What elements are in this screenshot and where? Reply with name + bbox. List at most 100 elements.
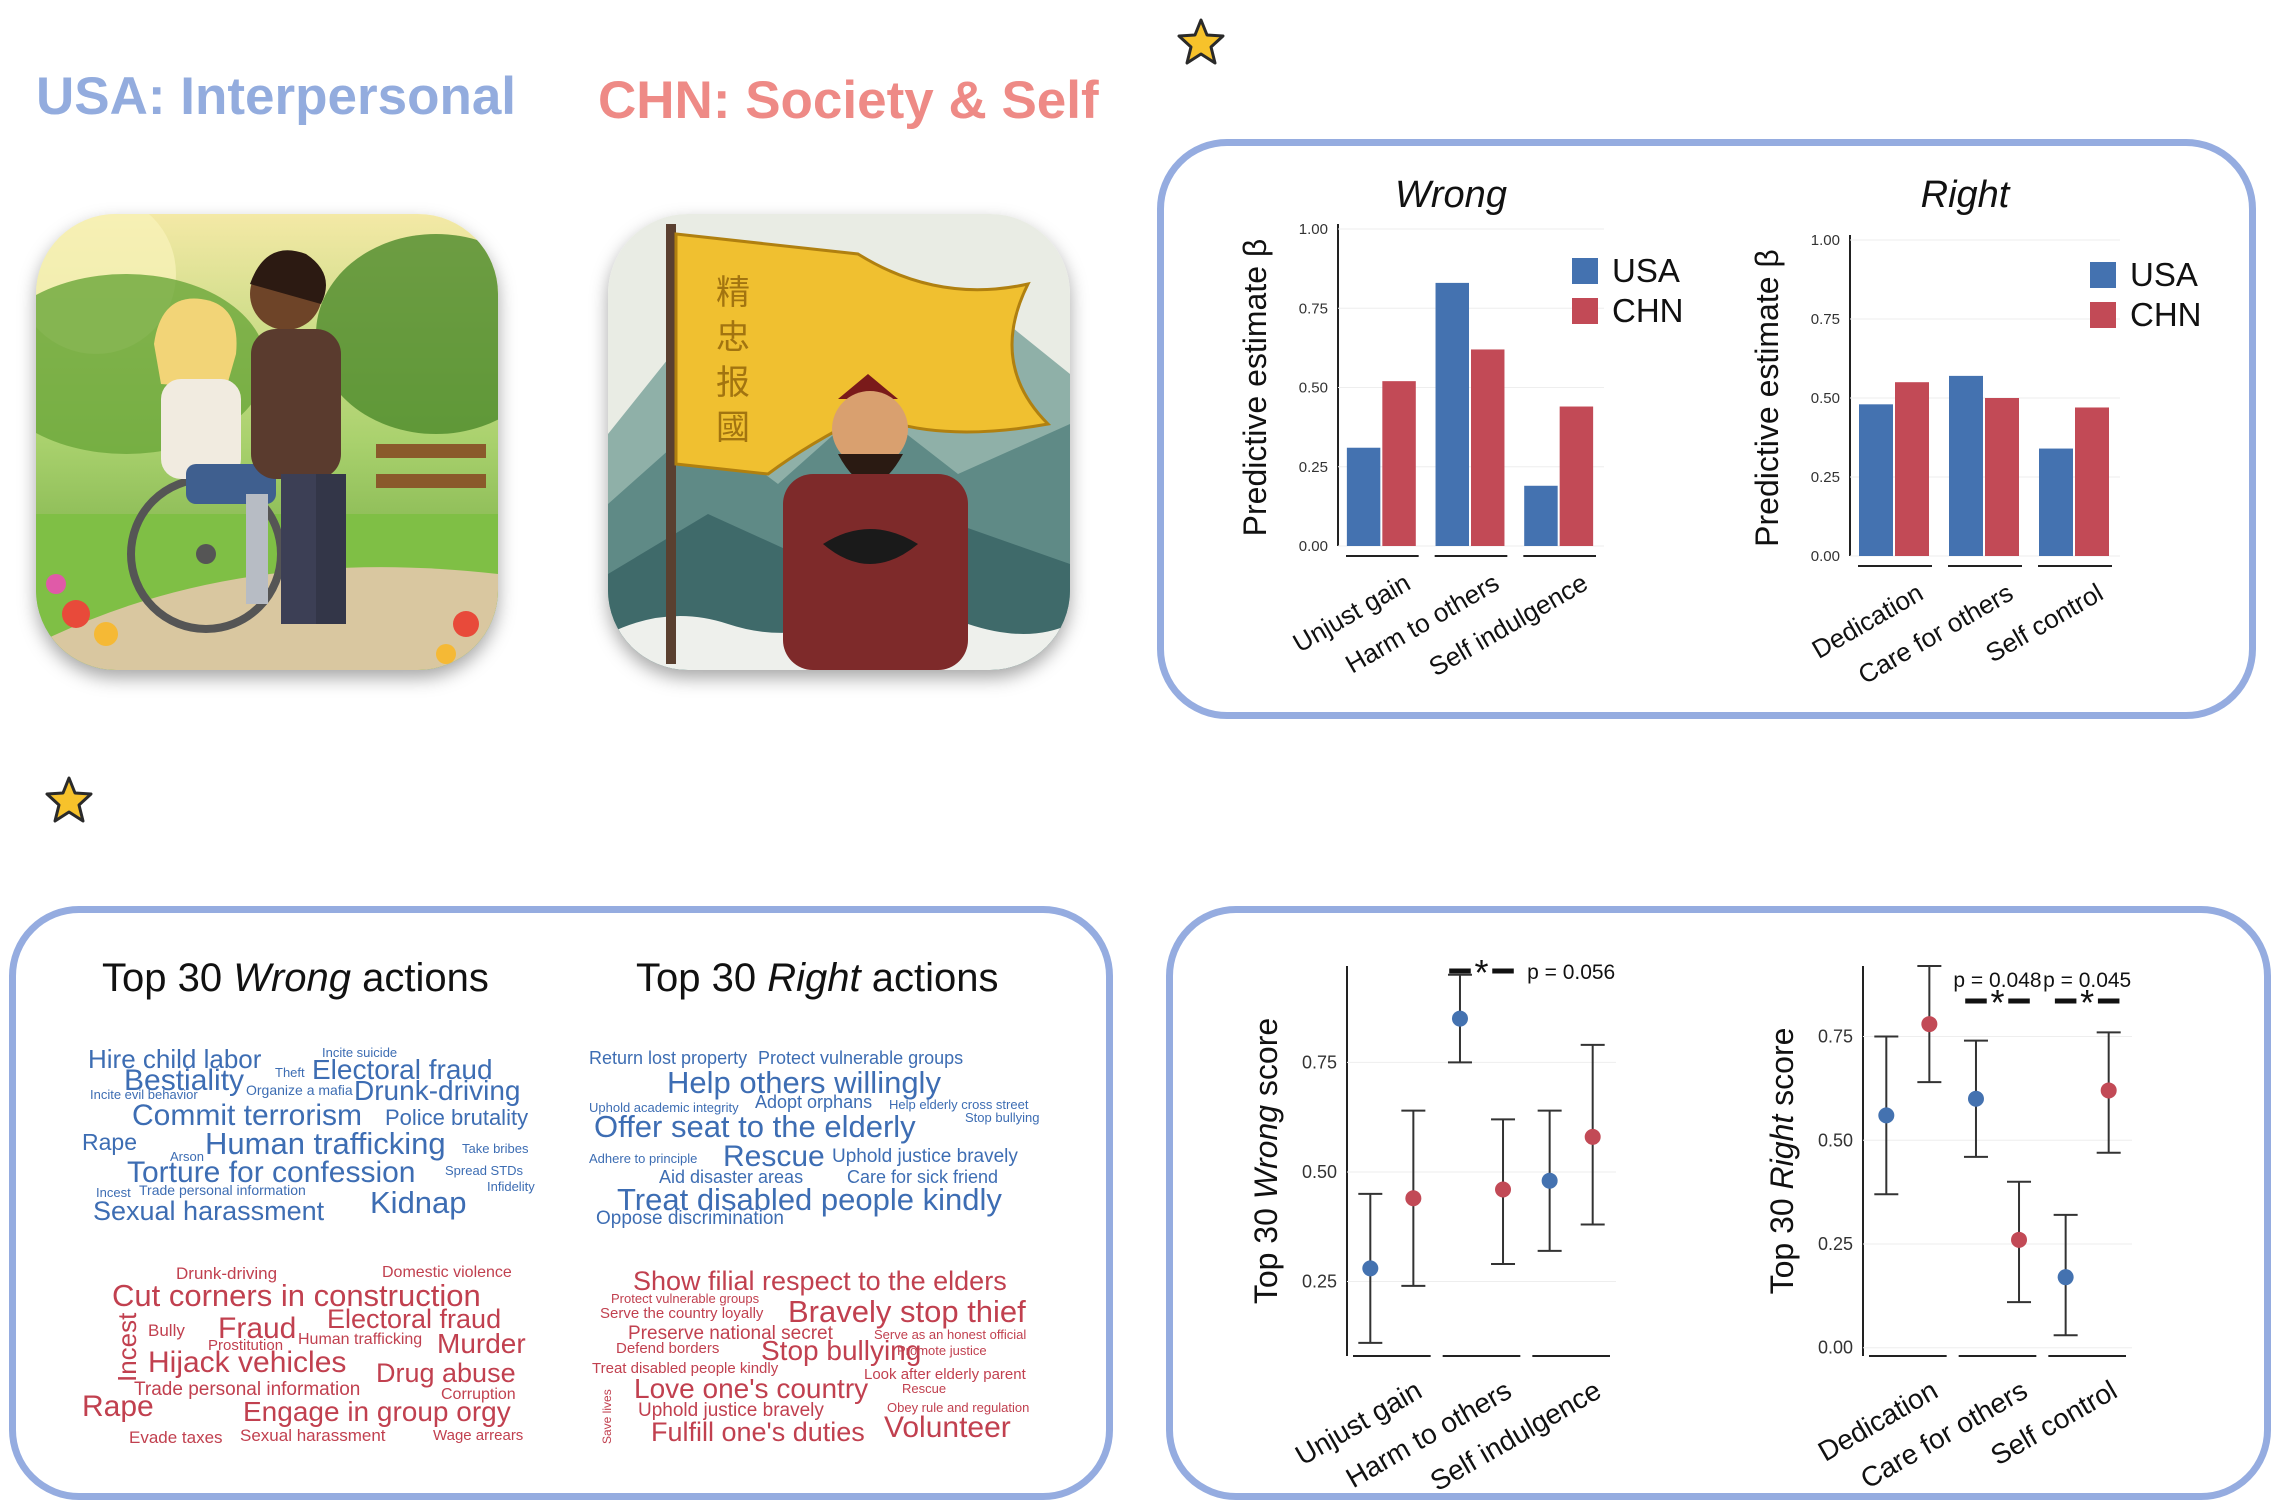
- word: Spread STDs: [445, 1163, 524, 1178]
- word: Sexual harassment: [93, 1196, 325, 1226]
- mean-point: [2057, 1269, 2074, 1286]
- y-axis-label: Predictive estimate β: [1237, 239, 1273, 537]
- word: Protect vulnerable groups: [758, 1048, 964, 1068]
- word: Love one's country: [634, 1373, 869, 1404]
- mean-point: [1921, 1016, 1938, 1033]
- word: Human trafficking: [205, 1126, 446, 1161]
- bar: [1471, 349, 1505, 546]
- word: Rape: [82, 1129, 137, 1155]
- word: Trade personal information: [139, 1182, 306, 1198]
- y-tick-label: 0.75: [1818, 1027, 1853, 1047]
- mean-point: [2100, 1082, 2117, 1099]
- word: Drug abuse: [376, 1358, 516, 1388]
- word: Bully: [148, 1321, 185, 1340]
- word: Care for sick friend: [847, 1167, 999, 1187]
- p-value-label: p = 0.045: [2043, 969, 2131, 992]
- p-value-label: p = 0.056: [1527, 961, 1615, 984]
- y-tick-label: 0.25: [1811, 469, 1840, 486]
- word: Treat disabled people kindly: [617, 1182, 1002, 1217]
- word: Defend borders: [616, 1340, 720, 1357]
- word: Oppose discrimination: [596, 1208, 784, 1229]
- y-tick-label: 0.00: [1818, 1338, 1853, 1358]
- word: Drunk-driving: [176, 1264, 278, 1283]
- word: Electoral fraud: [312, 1054, 493, 1085]
- word: Organize a mafia: [246, 1082, 353, 1098]
- right-actions-title: Top 30 Right actions: [636, 956, 999, 1000]
- y-tick-label: 0.50: [1811, 390, 1840, 407]
- word: Promote justice: [897, 1343, 987, 1358]
- y-tick-label: 0.50: [1818, 1130, 1853, 1150]
- word: Adhere to principle: [589, 1151, 698, 1166]
- word: Stop bullying: [761, 1335, 922, 1366]
- word: Engage in group orgy: [243, 1396, 511, 1427]
- word: Offer seat to the elderly: [594, 1109, 916, 1144]
- word: Save lives: [600, 1389, 614, 1444]
- word: Fraud: [218, 1312, 297, 1345]
- y-tick-label: 1.00: [1811, 232, 1840, 249]
- word: Bestiality: [124, 1064, 245, 1097]
- bar: [1559, 406, 1594, 546]
- word: Incest: [96, 1185, 131, 1200]
- bar: [2075, 407, 2109, 556]
- svg-text:忠: 忠: [716, 319, 750, 357]
- word: Electoral fraud: [327, 1304, 502, 1334]
- bar-charts: Wrong Predictive estimate β 0.00 0.25 0.50 0.…: [1237, 174, 2202, 690]
- word: Return lost property: [589, 1048, 748, 1068]
- y-tick-label: 0.25: [1818, 1234, 1853, 1254]
- mean-point: [1878, 1107, 1895, 1124]
- y-tick-label: 0.50: [1302, 1162, 1337, 1182]
- word: Volunteer: [884, 1411, 1011, 1444]
- word: Bravely stop thief: [788, 1294, 1026, 1329]
- mean-point: [1584, 1128, 1601, 1145]
- mean-point: [1967, 1090, 1984, 1107]
- word: Hire child labor: [88, 1044, 262, 1074]
- legend-label: USA: [1612, 252, 1680, 289]
- legend-label: USA: [2130, 256, 2198, 293]
- y-tick-label: 0.75: [1302, 1052, 1337, 1072]
- word: Rape: [82, 1390, 154, 1423]
- y-tick-label: 0.75: [1299, 300, 1328, 317]
- bar: [1382, 381, 1416, 546]
- chn-heading: CHN: Society & Self: [598, 71, 1099, 130]
- y-tick-label: 0.75: [1811, 311, 1840, 328]
- word: Help others willingly: [667, 1065, 941, 1100]
- wordcloud-panel: [9, 906, 1113, 1500]
- word: Uphold justice bravely: [638, 1400, 824, 1421]
- legend-label: CHN: [2130, 296, 2202, 333]
- bar: [1435, 282, 1469, 546]
- word: Protect vulnerable groups: [611, 1291, 760, 1306]
- p-value-label: p = 0.048: [1953, 969, 2041, 992]
- word: Infidelity: [487, 1179, 535, 1194]
- word: Cut corners in construction: [112, 1278, 481, 1313]
- word: Torture for confession: [127, 1156, 416, 1189]
- bar: [1524, 485, 1558, 546]
- word: Show filial respect to the elders: [633, 1266, 1007, 1296]
- word: Stop bullying: [965, 1110, 1040, 1125]
- word: Take bribes: [462, 1141, 529, 1156]
- mean-point: [1405, 1190, 1422, 1207]
- usa-heading: USA: Interpersonal: [36, 67, 517, 126]
- word: Drunk-driving: [354, 1075, 521, 1106]
- dot-plots-panel: [1166, 906, 2271, 1500]
- legend-label: CHN: [1612, 292, 1684, 329]
- bar-charts-panel: [1157, 139, 2256, 719]
- word: Hijack vehicles: [148, 1346, 347, 1379]
- y-axis-label: Top 30 Right score: [1764, 1028, 1800, 1295]
- word: Arson: [170, 1149, 204, 1164]
- x-tick-label: Care for others: [1853, 577, 2018, 690]
- bar: [1346, 447, 1381, 546]
- svg-text:國: 國: [716, 409, 750, 447]
- word: Uphold academic integrity: [589, 1100, 739, 1115]
- y-tick-label: 1.00: [1299, 221, 1328, 238]
- word: Sexual harassment: [240, 1426, 386, 1445]
- bar: [1985, 398, 2019, 556]
- significance-star: *: [1990, 982, 2004, 1023]
- wrong-actions-title: Top 30 Wrong actions: [102, 956, 489, 1000]
- word: Trade personal information: [134, 1379, 361, 1400]
- word: Wage arrears: [433, 1427, 524, 1444]
- mean-point: [1541, 1172, 1558, 1189]
- word: Domestic violence: [382, 1264, 512, 1281]
- legend-swatch: [1572, 258, 1598, 284]
- legend-swatch: [1572, 298, 1598, 324]
- word: Incest: [112, 1312, 142, 1382]
